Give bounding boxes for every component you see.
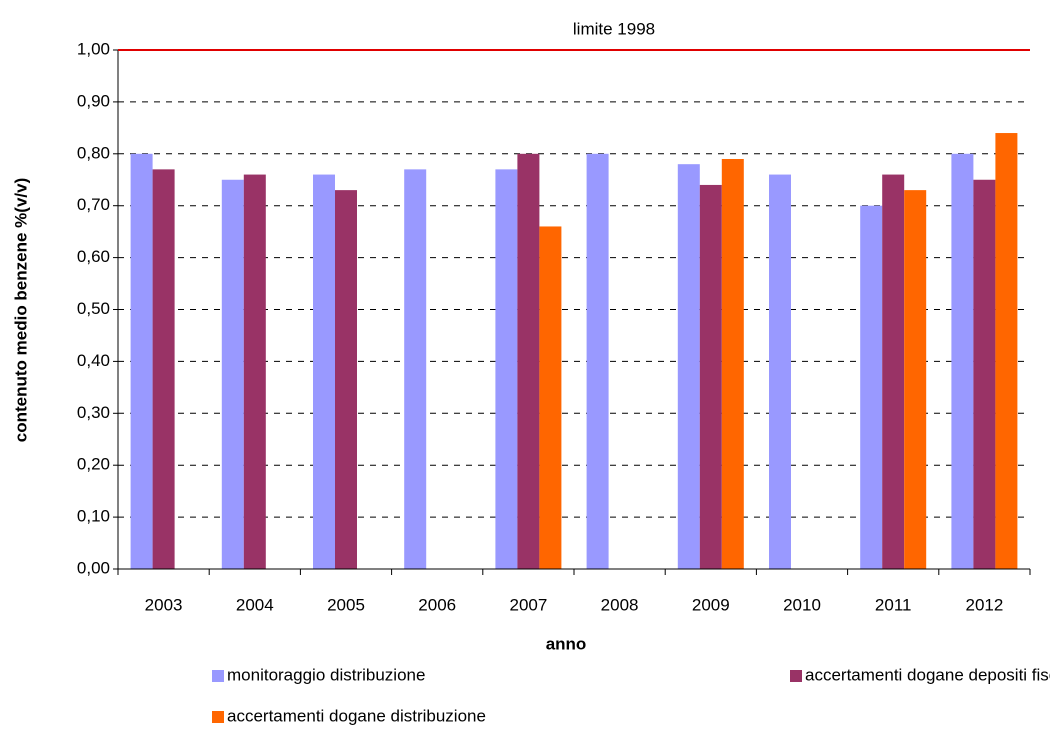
bar <box>539 226 562 569</box>
x-tick-label: 2007 <box>509 595 547 614</box>
bar <box>769 174 791 569</box>
bar <box>130 153 153 570</box>
bar <box>152 169 175 569</box>
bar <box>221 179 244 569</box>
reference-label: limite 1998 <box>573 19 655 38</box>
y-tick-label: 0,70 <box>77 195 110 214</box>
y-tick-label: 0,90 <box>77 91 110 110</box>
y-axis-label: contenuto medio benzene %(v/v) <box>11 178 30 442</box>
legend-swatch <box>212 711 224 723</box>
bar <box>882 174 905 569</box>
bar <box>517 153 540 570</box>
y-tick-label: 0,60 <box>77 247 110 266</box>
bar <box>335 190 357 569</box>
bar <box>586 153 609 570</box>
bar <box>677 164 700 569</box>
bar <box>860 205 883 569</box>
y-tick-label: 0,50 <box>77 299 110 318</box>
y-tick-label: 1,00 <box>77 39 110 58</box>
bar <box>721 158 744 570</box>
y-tick-label: 0,40 <box>77 351 110 370</box>
legend-swatch <box>212 670 224 682</box>
x-tick-label: 2005 <box>327 595 365 614</box>
x-tick-label: 2008 <box>601 595 639 614</box>
x-tick-label: 2004 <box>236 595 274 614</box>
y-tick-label: 0,20 <box>77 455 110 474</box>
legend-label: accertamenti dogane depositi fiscali <box>805 665 1050 684</box>
bar <box>243 174 266 569</box>
x-axis-label: anno <box>546 634 587 653</box>
x-tick-label: 2003 <box>145 595 183 614</box>
y-tick-label: 0,00 <box>77 558 110 577</box>
bar <box>973 179 996 569</box>
x-tick-label: 2006 <box>418 595 456 614</box>
x-tick-label: 2012 <box>965 595 1003 614</box>
y-tick-label: 0,10 <box>77 507 110 526</box>
bar <box>995 133 1018 570</box>
bar <box>404 169 427 569</box>
x-tick-label: 2009 <box>692 595 730 614</box>
y-tick-label: 0,80 <box>77 143 110 162</box>
legend-label: monitoraggio distribuzione <box>227 665 425 684</box>
bar <box>951 153 974 570</box>
bar <box>904 190 927 569</box>
bar <box>699 184 722 569</box>
y-tick-label: 0,30 <box>77 403 110 422</box>
x-tick-label: 2011 <box>875 595 912 614</box>
legend-label: accertamenti dogane distribuzione <box>227 706 486 725</box>
legend-swatch <box>790 670 802 682</box>
bar <box>313 174 335 569</box>
x-tick-label: 2010 <box>783 595 821 614</box>
bar <box>495 169 518 569</box>
